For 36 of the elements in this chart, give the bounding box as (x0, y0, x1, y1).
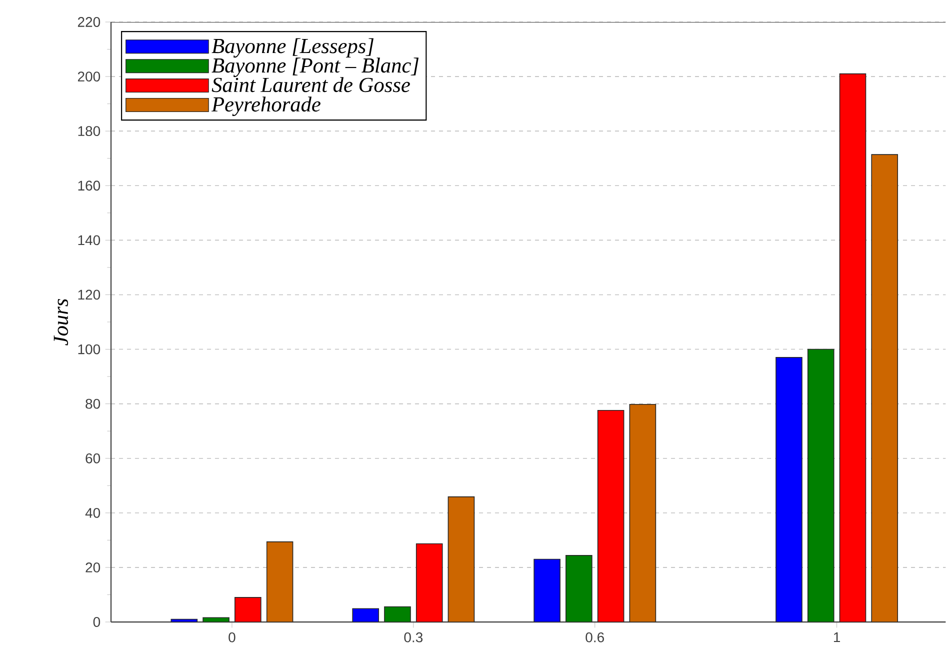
y-tick-label: 140 (78, 235, 100, 246)
bar (534, 558, 560, 622)
bar (202, 617, 230, 622)
bar (384, 606, 411, 622)
bar (352, 608, 379, 622)
bar (416, 543, 443, 622)
y-tick-label: 180 (78, 126, 100, 136)
bar (871, 154, 898, 622)
bar (234, 597, 262, 622)
y-tick-label: 200 (78, 72, 100, 82)
bar (839, 73, 866, 622)
legend-label: Peyrehorade (211, 96, 320, 116)
legend-label: Bayonne [Pont – Blanc] (212, 58, 419, 78)
x-tick-label: 0 (228, 632, 236, 642)
x-tick-label: 1 (834, 632, 840, 642)
bar (807, 348, 834, 622)
bar (776, 357, 802, 622)
y-tick-label: 160 (78, 180, 100, 191)
y-tick-label: 100 (78, 344, 100, 354)
bar (597, 410, 624, 622)
y-axis-title: Jours (54, 298, 68, 346)
legend-label: Bayonne [Lesseps] (212, 38, 374, 58)
y-tick-label: 120 (78, 290, 100, 300)
bar (266, 541, 294, 622)
bar (629, 404, 656, 622)
bar (448, 496, 475, 622)
y-tick-label: 0 (93, 617, 100, 627)
y-tick-label: 220 (78, 17, 100, 27)
bar (566, 555, 592, 622)
legend-label: Saint Laurent de Gosse (212, 77, 410, 92)
x-tick-label: 0.6 (586, 632, 604, 642)
y-tick-label: 60 (86, 453, 100, 464)
y-tick-label: 80 (86, 398, 100, 409)
y-tick-label: 20 (86, 562, 100, 572)
y-tick-label: 40 (85, 508, 100, 518)
x-tick-label: 0.3 (404, 632, 423, 642)
